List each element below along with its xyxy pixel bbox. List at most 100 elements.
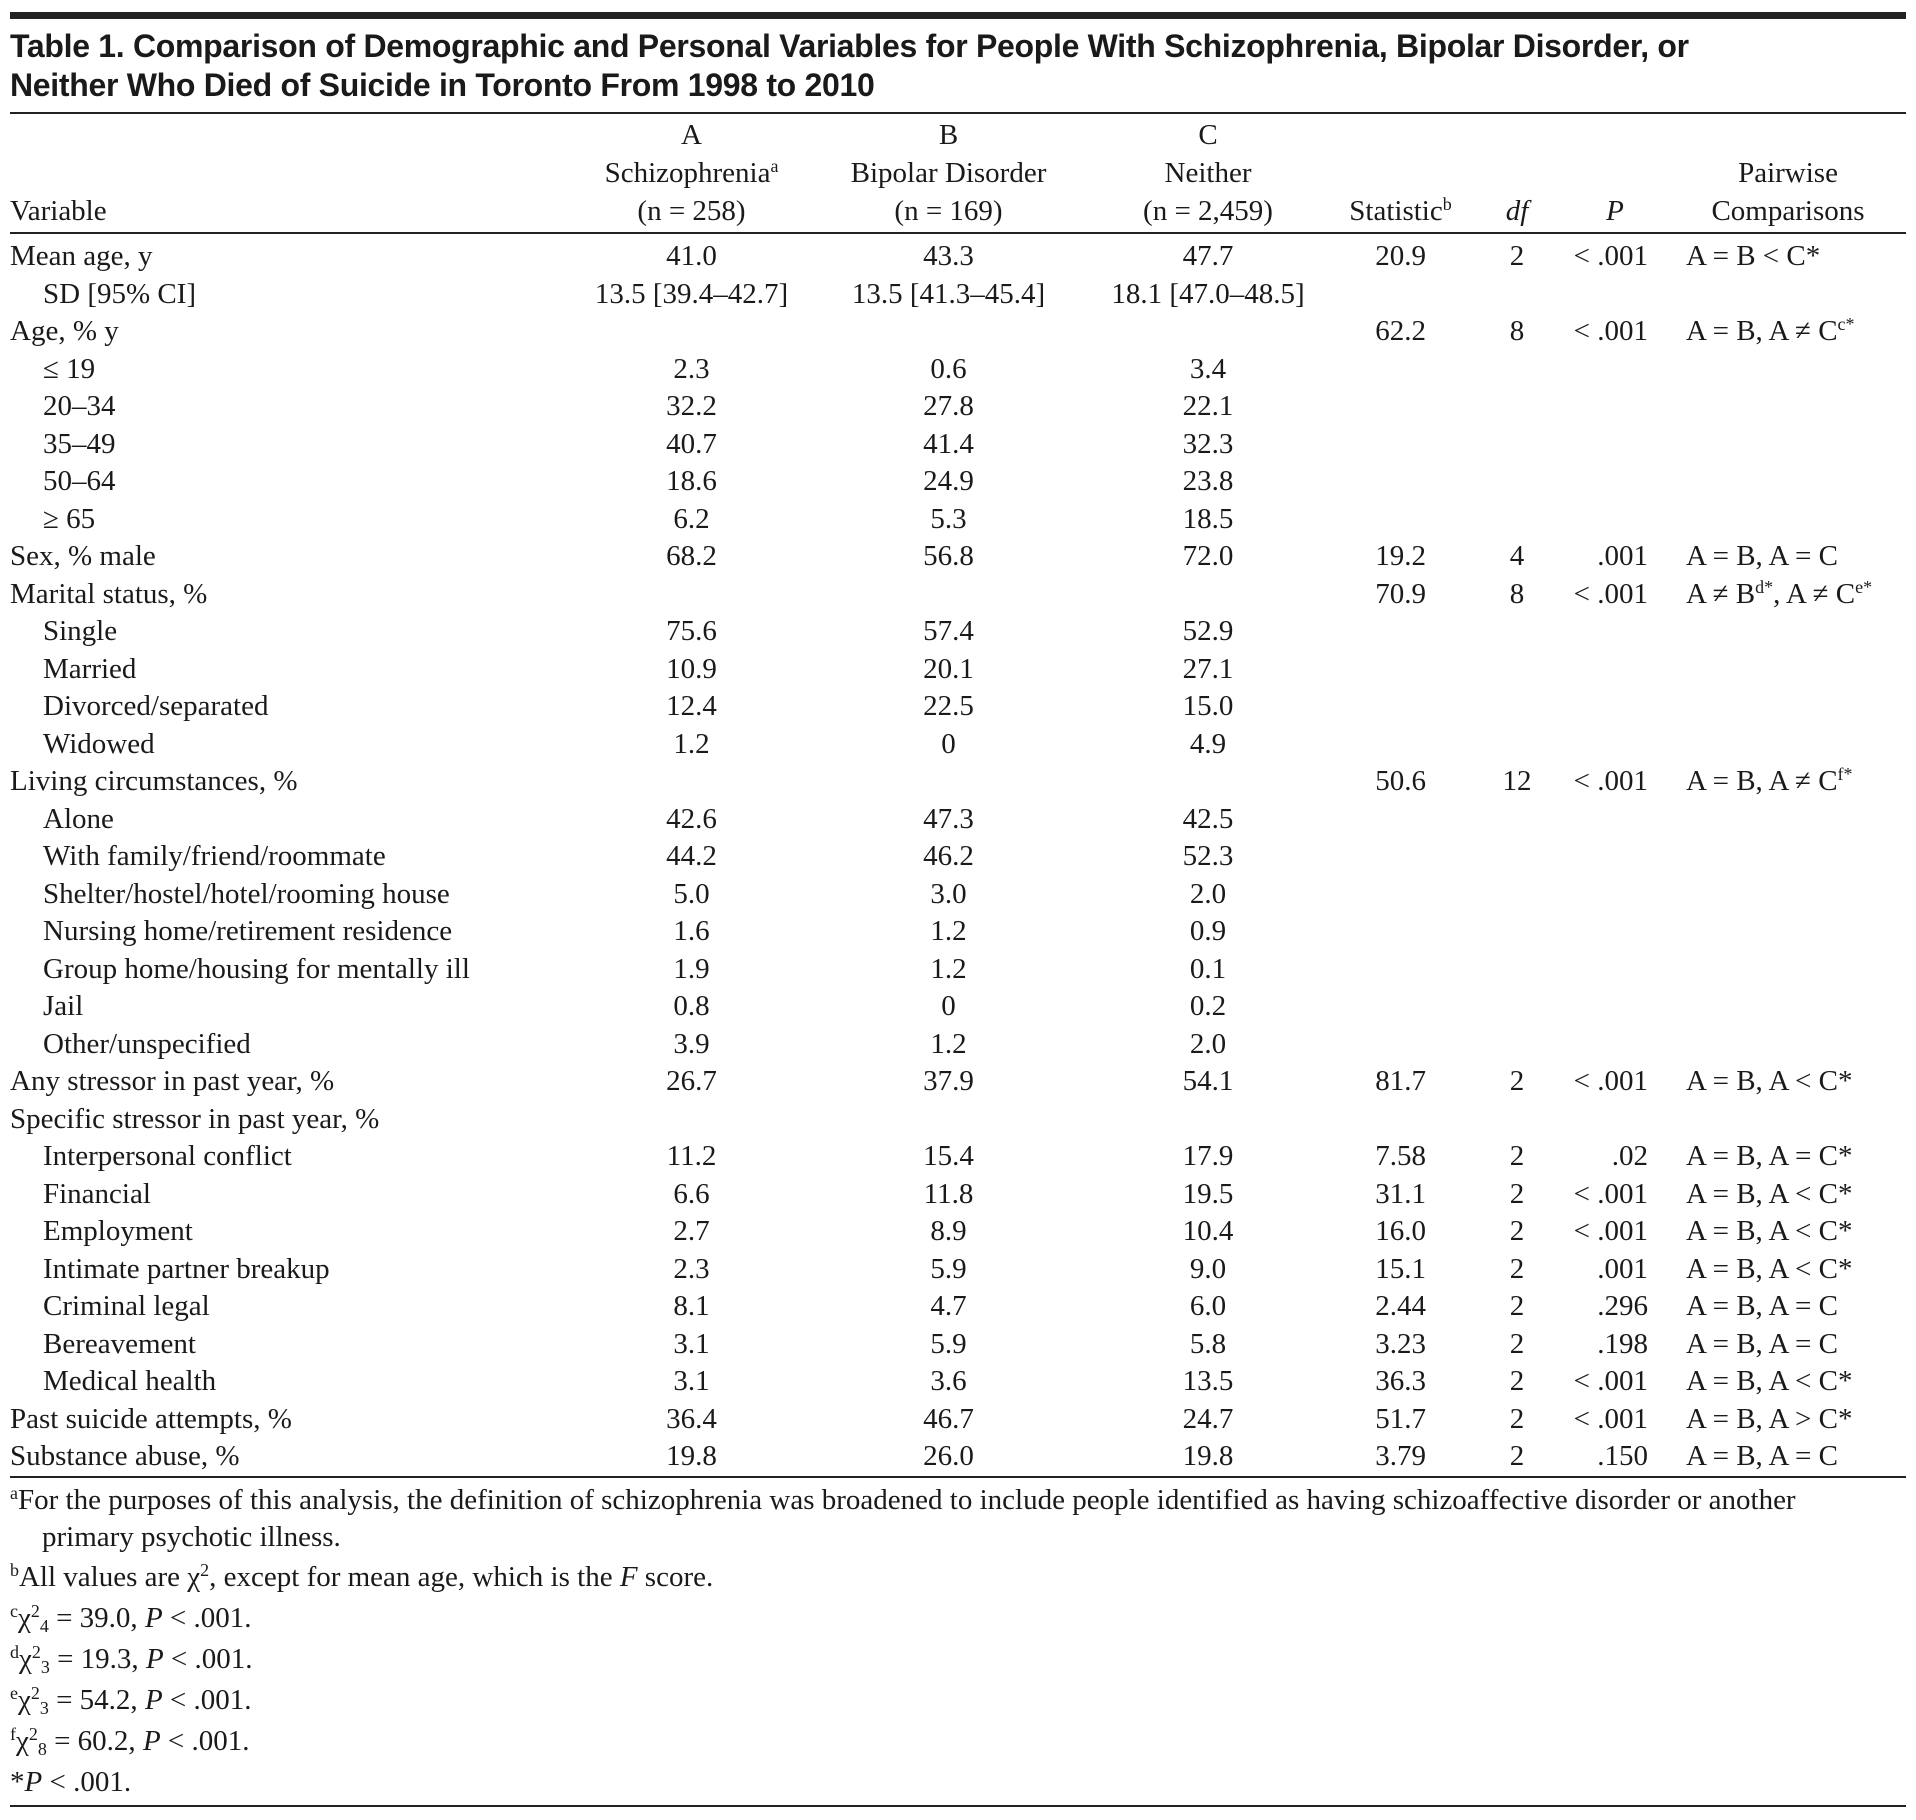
cell: A = B, A < C* xyxy=(1670,1176,1906,1214)
text: Living circumstances, % xyxy=(10,765,298,797)
column-header: C Neither (n = 2,459) xyxy=(1089,114,1327,234)
cell xyxy=(1327,876,1474,914)
cell: 47.7 xyxy=(1089,233,1327,276)
cell xyxy=(1327,688,1474,726)
text: A = B, A < C* xyxy=(1686,1177,1853,1210)
cell xyxy=(1327,951,1474,989)
cell xyxy=(1560,276,1670,314)
text: 2 xyxy=(1509,1177,1525,1210)
text: Divorced/separated xyxy=(43,690,269,722)
text: 40.7 xyxy=(666,427,717,460)
header-line: Bipolar Disorder xyxy=(808,154,1089,192)
header-line: (n = 258) xyxy=(575,192,808,230)
header-line: df xyxy=(1474,192,1560,230)
row-label: Shelter/hostel/hotel/rooming house xyxy=(10,876,575,914)
italic-text: P xyxy=(144,1683,163,1716)
cell xyxy=(1474,913,1560,951)
cell: 52.9 xyxy=(1089,613,1327,651)
cell: 20.1 xyxy=(808,651,1089,689)
text: Specific stressor in past year, % xyxy=(10,1102,380,1135)
cell: 81.7 xyxy=(1327,1063,1474,1101)
superscript: e xyxy=(10,1682,18,1703)
cell xyxy=(1327,501,1474,539)
cell: A = B, A = C* xyxy=(1670,1138,1906,1176)
text: .02 xyxy=(1611,1140,1648,1172)
cell: 26.0 xyxy=(808,1438,1089,1478)
cell: < .001 xyxy=(1560,1176,1670,1214)
row-label: Substance abuse, % xyxy=(10,1438,575,1478)
row-label: Age, % y xyxy=(10,313,575,351)
table-row: Nursing home/retirement residence 1.6 1.2 0… xyxy=(10,913,1906,951)
cell: 2 xyxy=(1474,1176,1560,1214)
text: 42.6 xyxy=(666,802,717,835)
text: 22.5 xyxy=(923,690,974,722)
cell: 2 xyxy=(1474,1438,1560,1478)
footnote: *P < .001. xyxy=(10,1764,1830,1801)
cell xyxy=(575,763,808,801)
text: 16.0 xyxy=(1375,1215,1426,1247)
text: 10.4 xyxy=(1182,1215,1234,1247)
italic-text: F xyxy=(619,1560,638,1593)
text: 54.1 xyxy=(1182,1065,1234,1097)
cell xyxy=(1089,576,1327,614)
text: * xyxy=(10,1765,25,1798)
cell: 5.9 xyxy=(808,1251,1089,1289)
text: 6.6 xyxy=(673,1177,710,1210)
cell: 12.4 xyxy=(575,688,808,726)
text: Widowed xyxy=(43,727,155,760)
cell: 2 xyxy=(1474,233,1560,276)
cell: 41.4 xyxy=(808,426,1089,464)
superscript: 2 xyxy=(30,1600,40,1621)
text: Table 1. Comparison of Demographic and P… xyxy=(10,28,1689,64)
cell: 5.3 xyxy=(808,501,1089,539)
cell: 3.79 xyxy=(1327,1438,1474,1478)
superscript: b xyxy=(10,1559,19,1580)
column-header: df xyxy=(1474,114,1560,234)
text: (n = 258) xyxy=(637,195,746,227)
cell: 44.2 xyxy=(575,838,808,876)
text: 2 xyxy=(1509,1440,1525,1472)
text: 7.58 xyxy=(1375,1140,1426,1172)
text: < .001 xyxy=(1573,765,1648,797)
cell: 9.0 xyxy=(1089,1251,1327,1289)
cell xyxy=(1560,388,1670,426)
text: 56.8 xyxy=(923,540,974,572)
cell xyxy=(1327,351,1474,389)
text: SD [95% CI] xyxy=(43,277,197,310)
text: (n = 2,459) xyxy=(1143,195,1273,227)
text: A ≠ B xyxy=(1686,577,1756,610)
text: A = B, A = C xyxy=(1686,1290,1838,1322)
text: χ xyxy=(17,1601,31,1634)
cell xyxy=(1474,838,1560,876)
row-label: Medical health xyxy=(10,1363,575,1401)
cell: .02 xyxy=(1560,1138,1670,1176)
italic-text: P xyxy=(142,1724,161,1757)
text: Interpersonal conflict xyxy=(43,1140,292,1172)
text: 0 xyxy=(941,727,956,760)
superscript: 2 xyxy=(30,1682,40,1703)
table-row: Bereavement 3.1 5.9 5.8 3.23 2 .198 A = B, A = … xyxy=(10,1326,1906,1364)
text: A xyxy=(681,119,702,151)
cell: A = B, A = C xyxy=(1670,538,1906,576)
cell: 3.0 xyxy=(808,876,1089,914)
text: C xyxy=(1198,119,1218,151)
cell: .001 xyxy=(1560,538,1670,576)
text: 57.4 xyxy=(923,615,974,647)
row-label: Single xyxy=(10,613,575,651)
cell xyxy=(1670,501,1906,539)
superscript: 2 xyxy=(28,1723,38,1744)
header-line: (n = 2,459) xyxy=(1089,192,1327,230)
footnote: dχ23 = 19.3, P < .001. xyxy=(10,1641,1830,1678)
cell: 1.9 xyxy=(575,951,808,989)
cell: 2 xyxy=(1474,1251,1560,1289)
text: Financial xyxy=(43,1177,151,1210)
cell: 3.6 xyxy=(808,1363,1089,1401)
text: A = B < C* xyxy=(1686,240,1821,272)
text: Single xyxy=(43,615,118,647)
superscript: 2 xyxy=(200,1559,210,1580)
row-label: Jail xyxy=(10,988,575,1026)
table-row: Past suicide attempts, % 36.4 46.7 24.7 51.7… xyxy=(10,1401,1906,1439)
cell xyxy=(1327,988,1474,1026)
table-row: Substance abuse, % 19.8 26.0 19.8 3.79 2 .150 A… xyxy=(10,1438,1906,1478)
cell xyxy=(1560,951,1670,989)
